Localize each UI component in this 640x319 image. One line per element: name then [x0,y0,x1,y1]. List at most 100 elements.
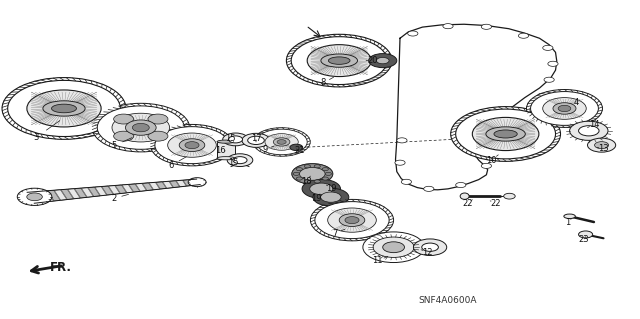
Circle shape [290,144,303,151]
Circle shape [443,24,453,29]
Circle shape [328,208,376,232]
Circle shape [277,140,286,144]
Text: 23: 23 [579,235,589,244]
Circle shape [301,168,324,180]
Circle shape [17,188,52,205]
Circle shape [538,93,548,98]
Circle shape [168,133,216,157]
Ellipse shape [321,54,358,67]
Circle shape [472,117,539,151]
Circle shape [314,165,321,168]
Ellipse shape [460,193,469,199]
Circle shape [114,131,134,141]
Circle shape [369,54,397,68]
Ellipse shape [217,140,235,143]
Circle shape [322,177,328,180]
Polygon shape [129,184,140,192]
Circle shape [558,105,571,112]
Circle shape [363,232,424,263]
Circle shape [313,188,349,206]
Circle shape [383,242,404,253]
Text: 2: 2 [111,194,116,203]
Polygon shape [115,185,127,194]
Circle shape [481,24,492,29]
Polygon shape [170,181,180,188]
Circle shape [456,182,466,188]
Circle shape [300,167,325,180]
Circle shape [291,37,387,85]
Text: 22: 22 [462,199,472,208]
Circle shape [595,142,609,149]
Circle shape [155,127,229,164]
Circle shape [543,45,553,50]
Text: 11: 11 [372,256,383,265]
Circle shape [273,138,290,146]
Circle shape [188,178,206,187]
Circle shape [292,164,333,184]
Text: 19: 19 [312,194,322,203]
Circle shape [579,126,599,136]
Circle shape [376,57,389,64]
Text: FR.: FR. [50,262,72,274]
Ellipse shape [486,127,525,141]
Polygon shape [190,179,200,185]
Circle shape [322,167,328,171]
Circle shape [395,160,405,165]
Circle shape [579,231,593,238]
Circle shape [310,183,333,195]
Polygon shape [88,187,100,197]
Circle shape [401,179,412,184]
Polygon shape [102,186,113,195]
Polygon shape [54,189,67,200]
Polygon shape [109,185,120,194]
Ellipse shape [564,214,575,219]
Circle shape [456,109,556,159]
Circle shape [321,192,341,202]
Circle shape [148,131,168,141]
Circle shape [553,103,576,114]
Polygon shape [41,191,54,202]
Ellipse shape [494,130,517,138]
Circle shape [233,157,247,164]
Circle shape [504,193,515,199]
Polygon shape [34,191,47,203]
Circle shape [518,33,529,38]
Circle shape [413,239,447,256]
Circle shape [92,103,189,152]
Polygon shape [81,188,93,197]
Polygon shape [95,187,107,196]
Circle shape [132,123,149,132]
Circle shape [27,90,101,127]
Circle shape [179,139,205,152]
Circle shape [228,136,243,143]
Text: 22: 22 [491,199,501,208]
Circle shape [339,214,365,226]
Circle shape [27,193,42,201]
Circle shape [97,106,184,149]
Circle shape [293,172,300,175]
Circle shape [422,243,438,251]
Polygon shape [27,192,40,203]
Circle shape [588,138,616,152]
Circle shape [112,113,170,142]
Text: 21: 21 [294,146,305,155]
Circle shape [304,180,310,183]
Text: 15: 15 [225,134,236,143]
Circle shape [223,133,248,146]
Ellipse shape [43,101,85,116]
Polygon shape [47,190,60,201]
Circle shape [148,114,168,124]
Text: 13: 13 [598,145,609,153]
Text: 19: 19 [326,184,337,193]
Circle shape [227,154,253,167]
Polygon shape [217,142,235,158]
Polygon shape [75,188,87,198]
Circle shape [114,114,134,124]
Circle shape [314,180,321,183]
Circle shape [242,133,270,147]
Polygon shape [142,183,153,190]
Circle shape [256,129,307,155]
Ellipse shape [217,157,235,160]
Text: 5: 5 [111,141,116,150]
Circle shape [397,138,407,143]
